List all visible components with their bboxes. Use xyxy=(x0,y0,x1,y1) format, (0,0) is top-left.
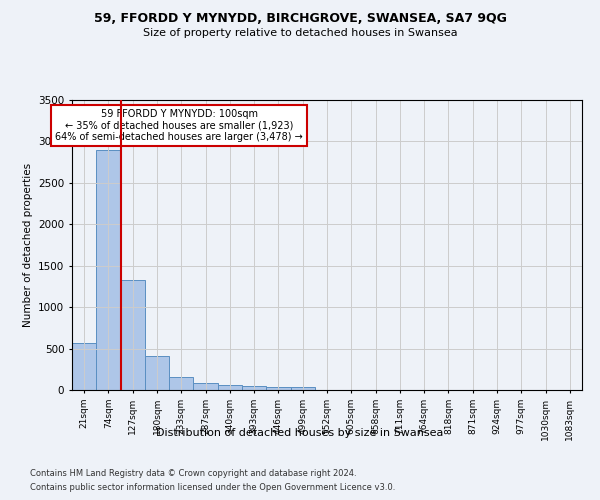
Text: Distribution of detached houses by size in Swansea: Distribution of detached houses by size … xyxy=(157,428,443,438)
Bar xyxy=(218,386,242,390)
Bar xyxy=(242,386,266,390)
Bar xyxy=(121,280,145,390)
Text: 59, FFORDD Y MYNYDD, BIRCHGROVE, SWANSEA, SA7 9QG: 59, FFORDD Y MYNYDD, BIRCHGROVE, SWANSEA… xyxy=(94,12,506,26)
Bar xyxy=(169,377,193,390)
Text: Contains public sector information licensed under the Open Government Licence v3: Contains public sector information licen… xyxy=(30,484,395,492)
Text: Contains HM Land Registry data © Crown copyright and database right 2024.: Contains HM Land Registry data © Crown c… xyxy=(30,468,356,477)
Text: 59 FFORDD Y MYNYDD: 100sqm
← 35% of detached houses are smaller (1,923)
64% of s: 59 FFORDD Y MYNYDD: 100sqm ← 35% of deta… xyxy=(55,108,303,142)
Bar xyxy=(290,387,315,390)
Bar xyxy=(266,386,290,390)
Bar xyxy=(96,150,121,390)
Text: Size of property relative to detached houses in Swansea: Size of property relative to detached ho… xyxy=(143,28,457,38)
Bar xyxy=(72,343,96,390)
Bar xyxy=(193,384,218,390)
Y-axis label: Number of detached properties: Number of detached properties xyxy=(23,163,32,327)
Bar xyxy=(145,356,169,390)
